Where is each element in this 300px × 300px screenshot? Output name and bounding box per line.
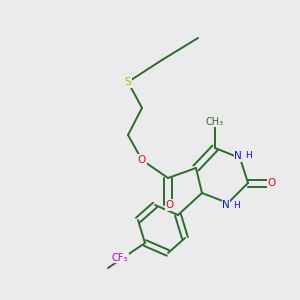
Text: O: O <box>268 178 276 188</box>
Text: CF₃: CF₃ <box>112 253 128 263</box>
Text: O: O <box>166 200 174 210</box>
Text: H: H <box>244 152 251 160</box>
Text: S: S <box>125 77 131 87</box>
Text: N: N <box>234 151 242 161</box>
Text: N: N <box>222 200 230 210</box>
Text: H: H <box>232 200 239 209</box>
Text: O: O <box>138 155 146 165</box>
Text: CH₃: CH₃ <box>206 117 224 127</box>
